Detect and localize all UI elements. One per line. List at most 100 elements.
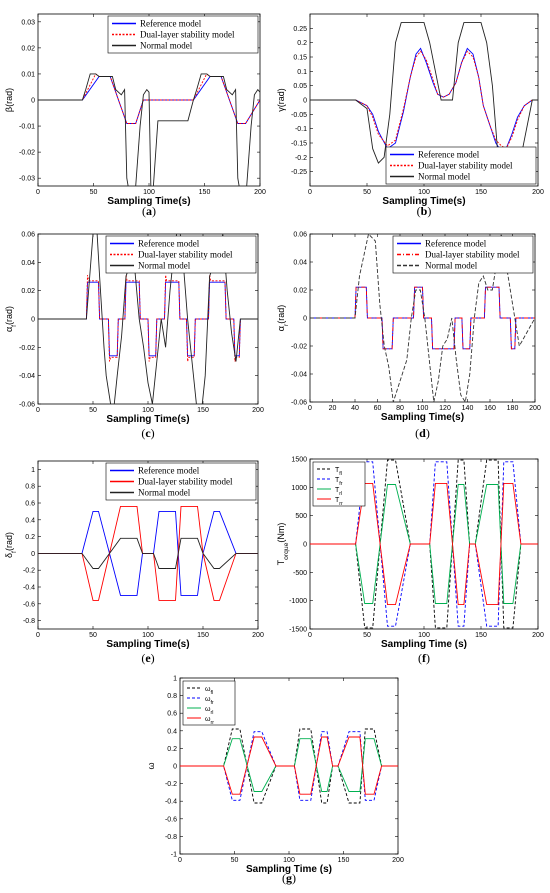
chart-c: 0 50 100 150 200 -0.06 -0.04 -0.02 0 0.02 0.04 0.06…	[4, 232, 264, 441]
x-tick-label: 200	[392, 857, 404, 864]
y-tick-label: -0.8	[23, 618, 35, 625]
x-tick-label: 160	[484, 405, 496, 412]
y-tick-label: 0.06	[293, 232, 307, 239]
y-tick-label: 0	[31, 551, 35, 558]
y-tick-label: 0.25	[293, 26, 307, 33]
x-tick-label: 200	[252, 632, 264, 639]
x-axis-label: Sampling Time(s)	[382, 196, 465, 207]
subfigure-caption: (c)	[141, 426, 154, 440]
x-tick-label: 0	[36, 189, 40, 196]
chart-a: 0 50 100 150 200 -0.03 -0.02 -0.01 0 0.01 0.02 0.03…	[4, 13, 266, 218]
series-line-2	[38, 275, 258, 362]
y-tick-label: 0.02	[21, 288, 35, 295]
subfigure-caption: (b)	[417, 204, 432, 218]
legend-label: Trr	[335, 497, 343, 507]
x-tick-label: 180	[507, 405, 519, 412]
y-tick-label: 0.06	[21, 232, 35, 239]
x-tick-label: 40	[351, 405, 359, 412]
series-line-2	[310, 286, 535, 350]
y-axis-label: αf(rad)	[4, 306, 18, 332]
legend-box	[392, 235, 534, 274]
y-tick-label: -0.6	[165, 816, 177, 823]
y-tick-label: 1500	[291, 457, 307, 464]
chart-g: 0 50 100 150 200 -1 -0.8 -0.6 -0.4 -0.2 0 0.2 0.4 0.6…	[146, 676, 404, 886]
y-axis-label: δf(rad)	[4, 532, 18, 558]
y-tick-label: 0	[173, 764, 177, 771]
chart-b: 0 50 100 150 200 -0.25 -0.2 -0.15 -0.1 -0.05 0 0.05…	[276, 13, 544, 218]
x-tick-label: 20	[329, 405, 337, 412]
y-tick-label: 0.04	[293, 260, 307, 267]
y-tick-label: 0	[31, 98, 35, 105]
x-tick-label: 140	[462, 405, 474, 412]
y-tick-label: 0.6	[167, 711, 177, 718]
subfigure-caption: (a)	[142, 204, 156, 218]
legend-label: Tfr	[335, 477, 343, 487]
x-axis-label: Sampling Time (s)	[381, 639, 467, 650]
legend-label: Reference model	[140, 19, 202, 29]
x-tick-label: 150	[199, 189, 211, 196]
x-tick-label: 120	[439, 405, 451, 412]
y-tick-label: 0	[31, 317, 35, 324]
x-tick-label: 200	[532, 189, 544, 196]
subfigure-caption: (d)	[415, 426, 430, 440]
legend-label: ωfr	[205, 696, 214, 706]
x-tick-label: 150	[197, 632, 209, 639]
y-tick-label: 1	[173, 676, 177, 683]
legend-label: ωrl	[205, 706, 213, 716]
y-tick-label: 0.2	[25, 534, 35, 541]
legend-label: Normal model	[425, 261, 478, 271]
x-tick-label: 50	[231, 857, 239, 864]
series-line-1	[38, 510, 258, 596]
y-tick-label: -0.4	[165, 799, 177, 806]
y-tick-label: -0.1	[295, 126, 307, 133]
x-tick-label: 60	[374, 405, 382, 412]
y-tick-label: 0.8	[25, 484, 35, 491]
y-tick-label: -0.05	[291, 112, 307, 119]
legend-label: Reference model	[138, 239, 200, 249]
y-tick-label: -0.06	[19, 402, 35, 409]
y-tick-label: -0.25	[291, 169, 307, 176]
y-tick-label: -0.02	[291, 344, 307, 351]
x-tick-label: 100	[142, 407, 154, 414]
subfigure-caption: (g)	[282, 871, 296, 885]
chart-e: 0 50 100 150 200 -0.8 -0.6 -0.4 -0.2 0 0.2 0.4 0.6 0.…	[4, 460, 264, 665]
x-tick-label: 200	[529, 405, 541, 412]
x-tick-label: 100	[143, 189, 155, 196]
y-tick-label: -1000	[289, 598, 307, 605]
y-tick-label: 0	[303, 316, 307, 323]
y-tick-label: 0.6	[25, 501, 35, 508]
x-tick-label: 150	[475, 632, 487, 639]
y-axis-label: ω	[146, 762, 156, 769]
legend-label: Reference model	[418, 150, 480, 160]
x-tick-label: 50	[363, 632, 371, 639]
subfigure-caption: (f)	[418, 651, 430, 665]
x-tick-label: 200	[252, 407, 264, 414]
series-line-4	[180, 736, 398, 795]
y-tick-label: 0.04	[21, 260, 35, 267]
y-tick-label: 1	[31, 467, 35, 474]
y-tick-label: -0.06	[291, 400, 307, 407]
y-tick-label: 0	[303, 98, 307, 105]
x-tick-label: 50	[90, 189, 98, 196]
x-tick-label: 100	[418, 189, 430, 196]
legend-label: Dual-layer stability model	[140, 30, 235, 40]
x-axis-label: Sampling Time (s)	[246, 864, 332, 875]
y-tick-label: 0.4	[25, 517, 35, 524]
y-tick-label: -0.4	[23, 585, 35, 592]
y-tick-label: 0.03	[21, 19, 35, 26]
x-axis-label: Sampling Time(s)	[107, 196, 190, 207]
legend-label: Reference model	[138, 466, 200, 476]
y-tick-label: -1	[171, 852, 177, 859]
y-tick-label: -0.01	[19, 124, 35, 131]
y-tick-label: 0.02	[293, 288, 307, 295]
legend-label: Dual-layer stability model	[138, 250, 233, 260]
x-tick-label: 50	[89, 632, 97, 639]
x-tick-label: 0	[308, 632, 312, 639]
y-tick-label: 1000	[291, 485, 307, 492]
y-tick-label: -500	[293, 570, 307, 577]
x-tick-label: 100	[417, 405, 429, 412]
